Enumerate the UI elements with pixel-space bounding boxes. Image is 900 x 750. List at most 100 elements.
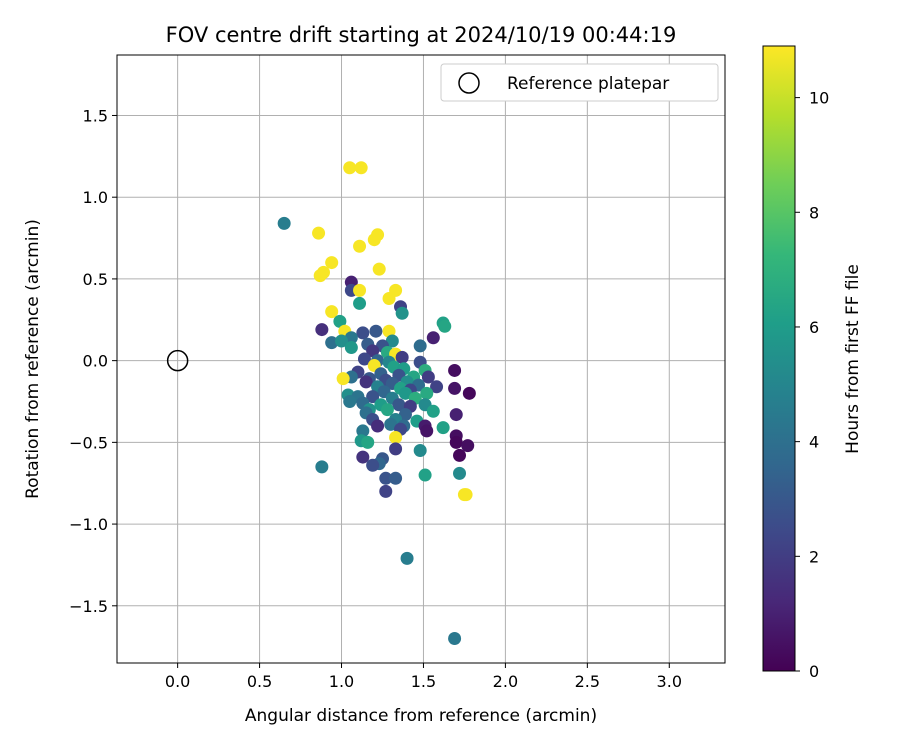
scatter-point — [359, 375, 373, 389]
x-axis-label: Angular distance from reference (arcmin) — [245, 706, 597, 726]
scatter-point — [313, 269, 327, 283]
scatter-point — [448, 381, 462, 395]
reference-point-marker — [166, 349, 189, 372]
scatter-point — [389, 430, 403, 444]
scatter-point — [369, 324, 383, 338]
scatter-point — [413, 444, 427, 458]
scatter-points — [277, 161, 476, 645]
scatter-point — [344, 331, 358, 345]
y-tick-label: 0.0 — [83, 352, 108, 371]
legend-label: Reference platepar — [507, 74, 669, 94]
scatter-point — [344, 341, 358, 355]
scatter-point — [421, 370, 435, 384]
colorbar-tick-label: 2 — [809, 547, 819, 566]
scatter-point — [315, 323, 329, 337]
scatter-point — [461, 439, 475, 453]
scatter-point — [312, 226, 326, 240]
scatter-point — [389, 442, 403, 456]
legend-box — [440, 63, 719, 102]
scatter-point — [354, 161, 368, 175]
scatter-point — [385, 334, 399, 348]
scatter-point — [361, 435, 375, 449]
x-tick-label: 1.0 — [329, 672, 354, 691]
scatter-point — [448, 363, 462, 377]
scatter-point — [372, 262, 386, 276]
legend-marker-open-circle — [458, 72, 480, 94]
colorbar-tick-label: 10 — [809, 89, 829, 108]
scatter-point — [366, 390, 380, 404]
colorbar-ticks: 0 2 4 6 8 10 — [795, 89, 829, 681]
legend: Reference platepar — [440, 63, 719, 102]
x-tick-label: 0.0 — [165, 672, 190, 691]
scatter-point — [438, 319, 452, 333]
y-tick-label: 0.5 — [83, 270, 108, 289]
y-axis-ticks: −1.5 −1.0 −0.5 0.0 0.5 1.0 1.5 — [69, 106, 117, 616]
scatter-point — [389, 471, 403, 485]
scatter-point — [453, 448, 467, 462]
colorbar-tick-label: 8 — [809, 203, 819, 222]
scatter-point — [413, 339, 427, 353]
x-tick-label: 0.5 — [247, 672, 272, 691]
scatter-point — [462, 386, 476, 400]
scatter-point — [420, 424, 434, 438]
scatter-point — [315, 460, 329, 474]
scatter-point — [356, 424, 370, 438]
scatter-point — [325, 336, 339, 350]
scatter-point — [392, 398, 406, 412]
scatter-point — [449, 408, 463, 422]
y-tick-label: −0.5 — [69, 433, 108, 452]
x-tick-label: 2.0 — [493, 672, 518, 691]
scatter-point — [380, 403, 394, 417]
scatter-point — [325, 305, 339, 319]
scatter-point — [395, 306, 409, 320]
scatter-point — [400, 551, 414, 565]
scatter-point — [436, 421, 450, 435]
scatter-point — [382, 324, 396, 338]
scatter-point — [333, 314, 347, 328]
colorbar-gradient — [762, 45, 796, 672]
chart-title: FOV centre drift starting at 2024/10/19 … — [166, 23, 677, 47]
scatter-point — [366, 344, 380, 358]
scatter-point — [353, 283, 367, 297]
colorbar-tick-label: 6 — [809, 318, 819, 337]
y-tick-label: −1.5 — [69, 597, 108, 616]
colorbar-tick-label: 4 — [809, 433, 819, 452]
scatter-point — [420, 386, 434, 400]
x-tick-label: 3.0 — [657, 672, 682, 691]
scatter-point — [382, 292, 396, 306]
scatter-point — [384, 417, 398, 431]
y-tick-label: 1.5 — [83, 106, 108, 125]
scatter-point — [277, 216, 291, 230]
colorbar-label: Hours from first FF file — [843, 264, 863, 454]
scatter-point — [448, 631, 462, 645]
x-tick-label: 1.5 — [411, 672, 436, 691]
scatter-point — [356, 326, 370, 340]
colorbar-tick-label: 0 — [809, 662, 819, 681]
scatter-point — [430, 380, 444, 394]
scatter-point — [357, 352, 371, 366]
scatter-point — [395, 350, 409, 364]
scatter-point — [398, 386, 412, 400]
scatter-point — [379, 471, 393, 485]
scatter-point — [453, 466, 467, 480]
plot-frame — [116, 54, 726, 664]
scatter-point — [343, 161, 357, 175]
y-tick-label: 1.0 — [83, 188, 108, 207]
scatter-point — [418, 468, 432, 482]
scatter-point — [426, 404, 440, 418]
scatter-point — [379, 484, 393, 498]
scatter-point — [356, 450, 370, 464]
scatter-point — [353, 239, 367, 253]
y-tick-label: −1.0 — [69, 515, 108, 534]
x-tick-label: 2.5 — [575, 672, 600, 691]
colorbar: 0 2 4 6 8 10 Hours from first FF file — [762, 45, 863, 681]
scatter-point — [325, 256, 339, 270]
scatter-point — [426, 331, 440, 345]
x-axis-ticks: 0.0 0.5 1.0 1.5 2.0 2.5 3.0 — [165, 663, 682, 691]
scatter-point — [335, 334, 349, 348]
scatter-point — [366, 458, 380, 472]
scatter-point — [371, 419, 385, 433]
y-axis-label: Rotation from reference (arcmin) — [23, 219, 43, 499]
scatter-point — [353, 296, 367, 310]
